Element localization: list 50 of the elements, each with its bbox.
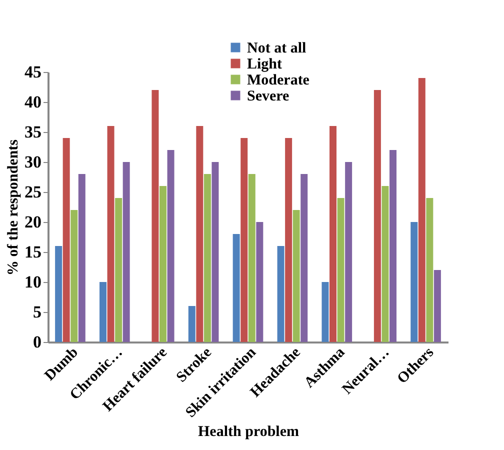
bar (107, 126, 114, 342)
bar (196, 126, 204, 342)
bar (256, 222, 264, 342)
y-tick-label: 20 (24, 212, 42, 232)
bar (382, 186, 389, 342)
legend-label: Moderate (247, 72, 310, 88)
bar (55, 246, 62, 342)
bar (232, 234, 240, 342)
bar (204, 174, 211, 342)
bar (345, 162, 352, 342)
bar (410, 222, 418, 342)
y-tick-label: 35 (24, 122, 42, 142)
bar (212, 162, 219, 342)
x-axis-title: Health problem (198, 424, 300, 440)
bar (322, 282, 329, 342)
legend-label: Light (247, 56, 282, 72)
bar (292, 210, 300, 342)
bar (434, 270, 441, 342)
bar (160, 186, 166, 342)
bar (100, 282, 106, 342)
y-axis-title: % of the respondents (6, 139, 22, 276)
bar (374, 90, 381, 342)
bar (62, 138, 70, 342)
bar (300, 174, 308, 342)
bar (70, 210, 78, 342)
y-tick-label: 40 (24, 92, 42, 112)
legend-label: Severe (247, 88, 290, 104)
bar (122, 162, 130, 342)
bar (248, 174, 256, 342)
bar (277, 246, 284, 342)
bar (78, 174, 86, 342)
bar (152, 90, 159, 342)
y-tick-label: 30 (24, 152, 42, 172)
y-tick-label: 0 (33, 332, 42, 352)
bar (115, 198, 122, 342)
bar (167, 150, 174, 342)
bar (426, 198, 434, 342)
y-tick-label: 45 (24, 62, 42, 82)
bar (337, 198, 344, 342)
y-tick-label: 25 (24, 182, 42, 202)
legend-label: Not at all (247, 40, 306, 56)
bar (390, 150, 396, 342)
bar (240, 138, 248, 342)
y-tick-label: 5 (33, 302, 42, 322)
bar (418, 78, 426, 342)
bar (285, 138, 292, 342)
y-tick-label: 15 (24, 242, 42, 262)
y-tick-label: 10 (24, 272, 42, 292)
bar (188, 306, 196, 342)
bar (330, 126, 336, 342)
